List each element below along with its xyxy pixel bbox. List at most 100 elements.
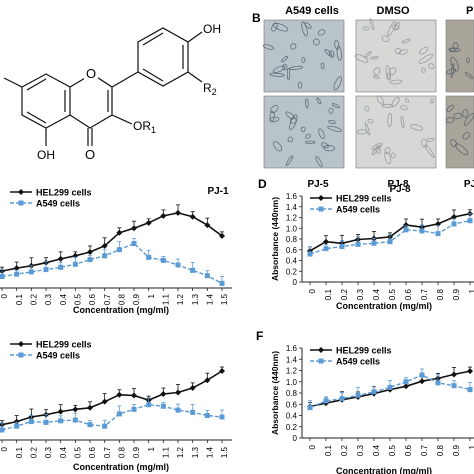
cell-shape <box>450 56 459 72</box>
data-point-hel299 <box>131 392 137 399</box>
cell-shape <box>328 120 336 124</box>
y-tick-label: 1.2 <box>286 214 298 223</box>
legend-marker <box>18 341 24 347</box>
x-tick-label: 1.4 <box>205 446 214 458</box>
cell-shape <box>317 29 326 36</box>
cell-shape <box>455 143 469 156</box>
data-point-a549 <box>14 423 20 429</box>
x-tick-label: 1.2 <box>176 446 185 458</box>
ring-b <box>137 27 189 87</box>
data-point-a549 <box>204 412 210 418</box>
left-stub <box>3 77 23 88</box>
data-point-a549 <box>190 409 196 415</box>
data-point-a549 <box>0 427 5 433</box>
cell-shape <box>364 122 371 136</box>
cell-shape <box>428 63 435 70</box>
ring-c <box>69 73 113 129</box>
data-point-hel299 <box>57 255 64 262</box>
cell-shape <box>391 96 400 107</box>
oh-bottom-label: OH <box>37 148 55 162</box>
data-point-a549 <box>0 274 5 279</box>
data-point-hel299 <box>219 368 225 374</box>
x-tick-label: 0.8 <box>436 288 445 300</box>
y-tick-label: 1.0 <box>286 378 298 387</box>
chart-panel-d: 00.10.20.30.40.50.60.70.80.9100.20.40.60… <box>270 179 474 311</box>
legend-label: HEL299 cells <box>36 188 92 198</box>
data-point-a549 <box>339 396 345 402</box>
y-axis-label: Absorbance (440nm) <box>270 351 280 435</box>
y-tick-label: 1.2 <box>286 367 298 376</box>
cell-shape <box>381 35 390 42</box>
data-point-hel299 <box>87 248 93 255</box>
x-tick-label: 0.4 <box>372 288 381 300</box>
cell-shape <box>328 107 334 114</box>
data-point-hel299 <box>87 404 93 411</box>
cell-shape <box>373 67 381 76</box>
data-point-hel299 <box>467 368 473 375</box>
y-tick-label: 1.6 <box>286 344 298 353</box>
or1-label: OR1 <box>133 119 156 135</box>
x-tick-label: 0.8 <box>436 444 445 456</box>
x-tick-label: 0.6 <box>404 444 413 456</box>
x-tick-label: 0.2 <box>29 446 38 458</box>
data-point-hel299 <box>403 383 409 390</box>
data-point-hel299 <box>219 232 225 239</box>
cell-shape <box>285 155 294 166</box>
compound-annotation: PJ-1 <box>207 186 229 197</box>
data-point-a549 <box>175 262 181 268</box>
x-tick-label: 0.1 <box>15 446 24 458</box>
cell-shape <box>385 64 391 80</box>
y-tick-label: 0.4 <box>286 412 298 421</box>
cell-shape <box>464 72 473 79</box>
cell-shape <box>445 117 455 124</box>
cell-shape <box>369 18 375 30</box>
cell-shape <box>418 53 434 64</box>
cell-shape <box>301 56 306 63</box>
x-tick-label: 0.2 <box>340 444 349 456</box>
data-point-a549 <box>435 380 441 386</box>
oh-top-bond <box>187 31 203 43</box>
data-point-hel299 <box>189 384 196 391</box>
cell-shape <box>300 126 306 132</box>
data-point-a549 <box>175 407 181 413</box>
data-point-hel299 <box>451 371 457 378</box>
x-tick-label: 1.4 <box>205 293 214 305</box>
data-point-a549 <box>451 383 457 389</box>
data-point-a549 <box>419 228 425 234</box>
data-point-a549 <box>219 280 225 286</box>
data-point-hel299 <box>204 377 211 384</box>
x-tick-label: 0.9 <box>132 446 141 458</box>
data-point-hel299 <box>451 213 457 220</box>
data-point-hel299 <box>72 406 79 413</box>
data-point-a549 <box>102 423 108 429</box>
oh-top-label: OH <box>203 22 221 36</box>
series-line-hel299 <box>309 212 471 252</box>
x-tick-label: 0 <box>308 288 317 293</box>
cell-shape <box>429 98 434 104</box>
micrograph-background <box>445 19 474 93</box>
data-point-hel299 <box>116 391 123 398</box>
data-point-a549 <box>28 419 34 425</box>
y-tick-label: 0 <box>293 278 298 287</box>
y-tick-label: 1.4 <box>286 355 298 364</box>
cell-shape <box>462 132 470 140</box>
cell-shape <box>466 57 470 64</box>
y-tick-label: 0.6 <box>286 400 298 409</box>
x-tick-label: 0.3 <box>356 288 365 300</box>
cell-shape <box>336 45 343 61</box>
compound-annotation: PJ <box>464 179 474 190</box>
cell-shape <box>400 115 405 129</box>
x-tick-label: 0.5 <box>73 446 82 458</box>
x-tick-label: 0.5 <box>388 288 397 300</box>
x-tick-label: 0.1 <box>324 288 333 300</box>
data-point-hel299 <box>403 222 409 229</box>
cell-shape <box>331 103 341 109</box>
ring-a-double-2 <box>26 111 47 124</box>
y-tick-label: 0.8 <box>286 389 298 398</box>
data-point-a549 <box>219 414 225 420</box>
or1-bond <box>111 114 133 125</box>
x-tick-label: 0.6 <box>88 446 97 458</box>
cell-shape <box>286 67 291 81</box>
data-point-a549 <box>387 239 393 245</box>
data-point-a549 <box>307 405 313 411</box>
